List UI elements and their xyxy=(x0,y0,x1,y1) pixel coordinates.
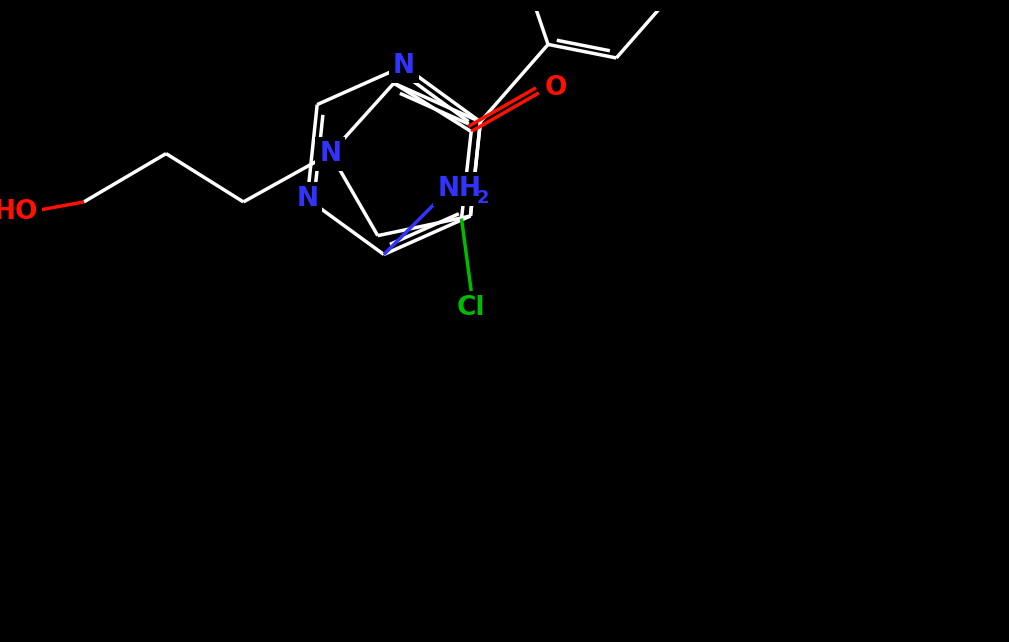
Text: N: N xyxy=(393,53,415,79)
Text: N: N xyxy=(320,141,341,166)
Text: O: O xyxy=(545,75,567,101)
Text: NH: NH xyxy=(437,176,481,202)
Text: HO: HO xyxy=(0,198,38,225)
Text: 2: 2 xyxy=(476,189,488,207)
Text: N: N xyxy=(297,186,318,212)
Text: Cl: Cl xyxy=(457,295,485,322)
